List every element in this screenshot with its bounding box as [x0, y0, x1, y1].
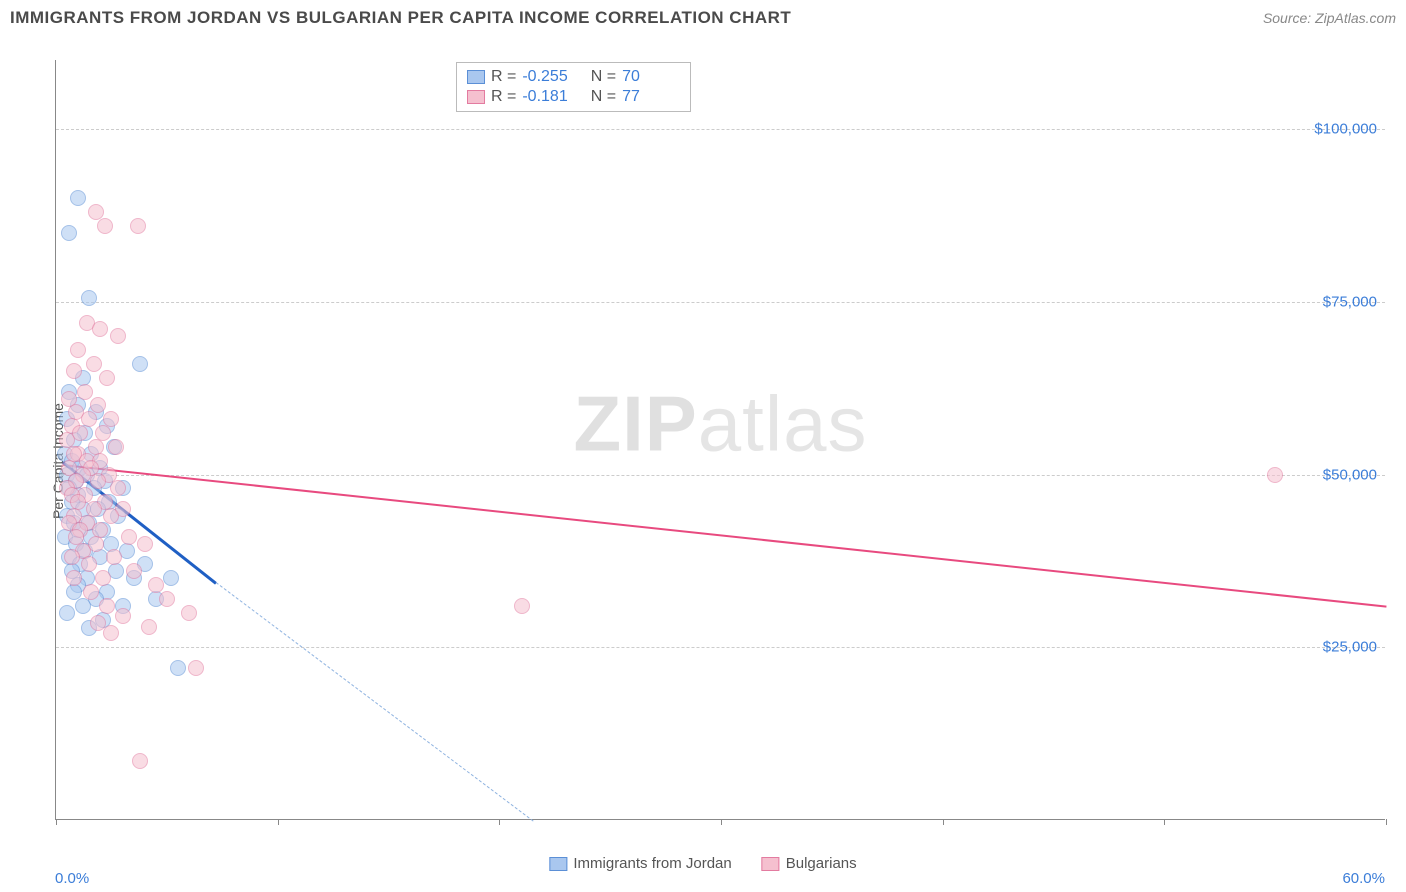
- gridline: [56, 647, 1385, 648]
- data-point: [92, 321, 108, 337]
- data-point: [99, 370, 115, 386]
- data-point: [137, 536, 153, 552]
- data-point: [66, 363, 82, 379]
- x-tick: [943, 819, 944, 825]
- stats-row-series1: R = -0.255 N = 70: [467, 67, 680, 87]
- x-tick: [499, 819, 500, 825]
- data-point: [148, 577, 164, 593]
- data-point: [59, 605, 75, 621]
- data-point: [159, 591, 175, 607]
- x-tick: [1386, 819, 1387, 825]
- data-point: [121, 529, 137, 545]
- chart-container: Per Capita Income ZIPatlas R = -0.255 N …: [10, 40, 1396, 882]
- data-point: [70, 342, 86, 358]
- data-point: [95, 570, 111, 586]
- y-tick-label: $50,000: [1323, 466, 1377, 483]
- data-point: [110, 328, 126, 344]
- trend-line: [215, 582, 533, 821]
- data-point: [66, 570, 82, 586]
- data-point: [132, 356, 148, 372]
- data-point: [61, 225, 77, 241]
- swatch-series1: [467, 70, 485, 84]
- data-point: [126, 563, 142, 579]
- data-point: [64, 549, 80, 565]
- data-point: [103, 508, 119, 524]
- x-tick: [278, 819, 279, 825]
- legend-swatch-series2: [762, 857, 780, 871]
- gridline: [56, 475, 1385, 476]
- n-value-series1: 70: [622, 68, 680, 86]
- gridline: [56, 129, 1385, 130]
- stats-row-series2: R = -0.181 N = 77: [467, 87, 680, 107]
- stats-legend-box: R = -0.255 N = 70 R = -0.181 N = 77: [456, 62, 691, 112]
- watermark: ZIPatlas: [573, 379, 867, 470]
- data-point: [97, 218, 113, 234]
- data-point: [86, 356, 102, 372]
- bottom-legend: Immigrants from Jordan Bulgarians: [549, 855, 856, 872]
- data-point: [70, 190, 86, 206]
- x-tick: [721, 819, 722, 825]
- data-point: [108, 439, 124, 455]
- data-point: [106, 549, 122, 565]
- legend-item-series2: Bulgarians: [762, 855, 857, 872]
- data-point: [141, 619, 157, 635]
- x-min-label: 0.0%: [55, 870, 89, 887]
- x-tick: [56, 819, 57, 825]
- data-point: [90, 473, 106, 489]
- y-tick-label: $100,000: [1314, 121, 1377, 138]
- data-point: [77, 384, 93, 400]
- data-point: [81, 556, 97, 572]
- data-point: [130, 218, 146, 234]
- x-tick: [1164, 819, 1165, 825]
- plot-area: ZIPatlas R = -0.255 N = 70 R = -0.181 N …: [55, 60, 1385, 820]
- legend-swatch-series1: [549, 857, 567, 871]
- data-point: [514, 598, 530, 614]
- trend-line: [63, 464, 1387, 608]
- data-point: [1267, 467, 1283, 483]
- source-attribution: Source: ZipAtlas.com: [1263, 10, 1396, 26]
- legend-label-series2: Bulgarians: [786, 855, 857, 872]
- swatch-series2: [467, 90, 485, 104]
- data-point: [170, 660, 186, 676]
- data-point: [75, 598, 91, 614]
- data-point: [132, 753, 148, 769]
- legend-item-series1: Immigrants from Jordan: [549, 855, 731, 872]
- data-point: [181, 605, 197, 621]
- data-point: [81, 290, 97, 306]
- chart-title: IMMIGRANTS FROM JORDAN VS BULGARIAN PER …: [10, 8, 791, 28]
- r-value-series1: -0.255: [522, 68, 580, 86]
- data-point: [110, 480, 126, 496]
- legend-label-series1: Immigrants from Jordan: [573, 855, 731, 872]
- y-tick-label: $25,000: [1323, 639, 1377, 656]
- data-point: [115, 608, 131, 624]
- data-point: [83, 584, 99, 600]
- x-max-label: 60.0%: [1342, 870, 1385, 887]
- data-point: [103, 625, 119, 641]
- r-value-series2: -0.181: [522, 88, 580, 106]
- gridline: [56, 302, 1385, 303]
- data-point: [188, 660, 204, 676]
- y-tick-label: $75,000: [1323, 293, 1377, 310]
- n-value-series2: 77: [622, 88, 680, 106]
- data-point: [99, 598, 115, 614]
- data-point: [163, 570, 179, 586]
